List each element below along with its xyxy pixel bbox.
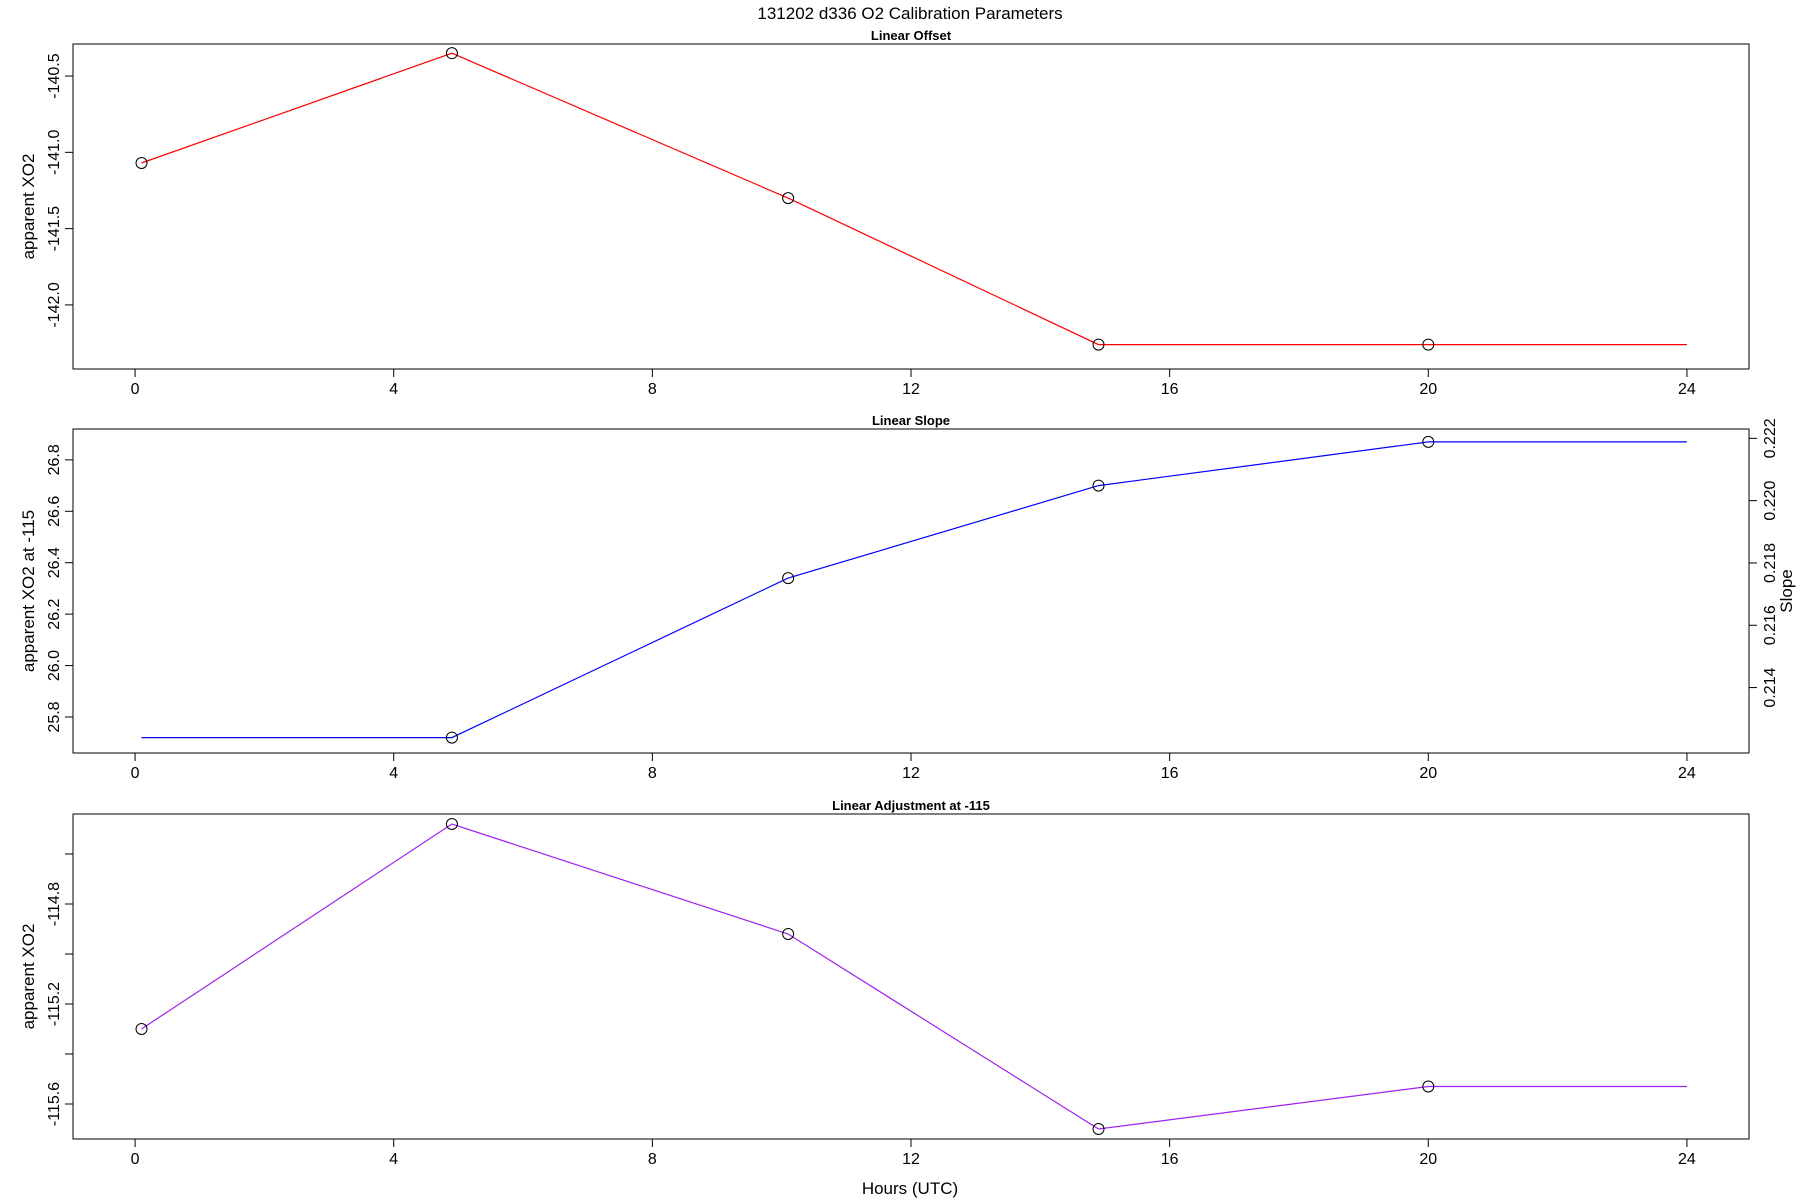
data-point xyxy=(445,818,458,830)
x-tick-label: 24 xyxy=(1678,1151,1696,1168)
data-point xyxy=(1422,1080,1435,1093)
right-axis-label: Slope xyxy=(1777,569,1796,612)
y-tick-label: -141.5 xyxy=(46,206,63,251)
panel-title: Linear Offset xyxy=(871,28,952,43)
data-point xyxy=(782,928,795,940)
y-tick-label: 26.4 xyxy=(46,547,63,578)
panel-title: Linear Slope xyxy=(872,413,950,428)
y-tick-label: -140.5 xyxy=(46,53,63,98)
panel-3: Linear Adjustment at -115 0 4 8 12 16 20 24 -114… xyxy=(19,798,1750,1168)
x-tick-label: 8 xyxy=(648,381,657,398)
y-axis-label: apparent XO2 xyxy=(19,154,38,260)
x-tick-label: 16 xyxy=(1161,1151,1179,1168)
x-tick-label: 20 xyxy=(1419,765,1437,782)
data-point xyxy=(1092,479,1105,492)
y-tick-label: -115.6 xyxy=(46,1082,63,1126)
x-tick-label: 12 xyxy=(902,765,920,782)
y-tick-label: 26.8 xyxy=(46,444,63,475)
right-y-tick-label: 0.214 xyxy=(1762,667,1779,707)
plot-frame xyxy=(72,428,1750,754)
panels: Linear Offset 0 4 8 12 16 20 24 -140.5 -141.0 -141… xyxy=(19,28,1796,1168)
data-point xyxy=(782,192,795,205)
x-tick-label: 20 xyxy=(1419,1151,1437,1168)
right-y-tick-label: 0.218 xyxy=(1762,543,1779,583)
y-tick-label: 25.8 xyxy=(46,701,63,732)
x-tick-label: 0 xyxy=(131,1151,140,1168)
x-tick-label: 0 xyxy=(131,765,140,782)
x-tick-label: 24 xyxy=(1678,381,1696,398)
data-point xyxy=(445,47,458,60)
x-tick-label: 24 xyxy=(1678,765,1696,782)
plot-frame xyxy=(72,813,1750,1140)
y-tick-label: -142.0 xyxy=(46,282,63,327)
data-point xyxy=(1422,435,1435,448)
y-axis-label: apparent XO2 at -115 xyxy=(19,510,38,672)
data-point xyxy=(1092,1123,1105,1135)
x-tick-label: 4 xyxy=(389,765,398,782)
y-tick-label: -141.0 xyxy=(46,130,63,175)
right-y-tick-label: 0.216 xyxy=(1762,605,1779,645)
x-tick-label: 12 xyxy=(902,381,920,398)
x-tick-label: 20 xyxy=(1419,381,1437,398)
x-tick-label: 4 xyxy=(389,1151,398,1168)
y-tick-label: -114.8 xyxy=(46,882,63,926)
data-point xyxy=(1092,338,1105,351)
x-tick-label: 0 xyxy=(131,381,140,398)
y-tick-label: -115.2 xyxy=(46,982,63,1026)
data-point xyxy=(135,1023,148,1035)
x-axis-label: Hours (UTC) xyxy=(862,1179,958,1198)
x-tick-label: 12 xyxy=(902,1151,920,1168)
x-tick-label: 4 xyxy=(389,381,398,398)
plot-frame xyxy=(72,43,1750,370)
series-line xyxy=(141,52,1687,346)
series-line xyxy=(141,823,1687,1130)
y-tick-label: 26.2 xyxy=(46,598,63,629)
x-tick-label: 8 xyxy=(648,765,657,782)
y-axis-label: apparent XO2 xyxy=(19,924,38,1030)
series-line xyxy=(141,441,1687,739)
panel-1: Linear Offset 0 4 8 12 16 20 24 -140.5 -141.0 -141… xyxy=(19,28,1750,398)
panel-2: Linear Slope 0 4 8 12 16 20 24 25.8 26.0 26.2 26.4 2… xyxy=(19,413,1796,782)
right-y-tick-label: 0.220 xyxy=(1762,481,1779,521)
data-point xyxy=(1422,338,1435,351)
figure-title: 131202 d336 O2 Calibration Parameters xyxy=(757,4,1062,23)
data-point xyxy=(445,731,458,744)
x-tick-label: 8 xyxy=(648,1151,657,1168)
panel-title: Linear Adjustment at -115 xyxy=(832,798,990,813)
data-point xyxy=(135,157,148,170)
y-tick-label: 26.0 xyxy=(46,650,63,681)
y-tick-label: 26.6 xyxy=(46,496,63,527)
right-y-tick-label: 0.222 xyxy=(1762,418,1779,458)
data-point xyxy=(782,572,795,585)
x-tick-label: 16 xyxy=(1161,381,1179,398)
x-tick-label: 16 xyxy=(1161,765,1179,782)
